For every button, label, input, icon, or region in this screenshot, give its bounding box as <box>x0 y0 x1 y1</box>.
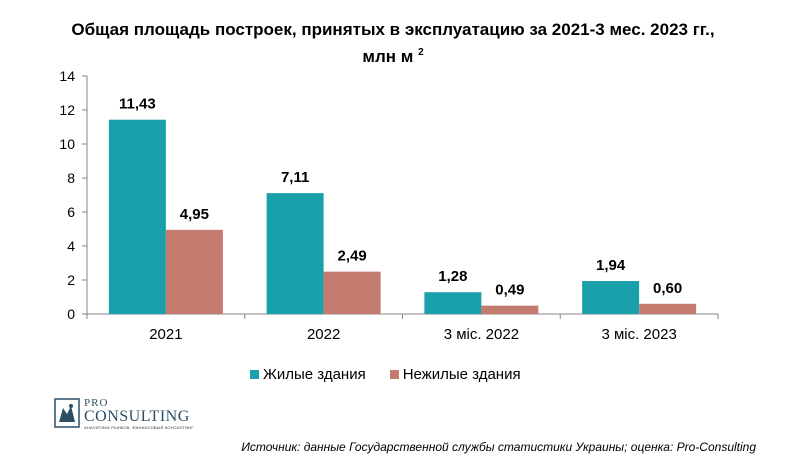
bar-nonresidential <box>323 271 381 314</box>
logo-text: PRO CONSULTING АНАЛИТИКА РЫНКОВ. ФИНАНСО… <box>84 398 194 431</box>
chart-title-unit: млн м <box>362 47 414 66</box>
legend-item-nonresidential: Нежилые здания <box>389 365 521 383</box>
data-label-nonresidential: 0,60 <box>653 280 682 297</box>
y-tick-label: 14 <box>59 68 75 84</box>
data-label-nonresidential: 2,49 <box>338 248 367 265</box>
bar-residential <box>108 119 166 314</box>
source-note: Источник: данные Государственной службы … <box>241 440 756 454</box>
data-label-nonresidential: 4,95 <box>180 206 209 223</box>
chart-title: Общая площадь построек, принятых в экспл… <box>0 18 786 68</box>
legend: Жилые здания Нежилые здания <box>250 364 545 384</box>
y-tick-label: 12 <box>59 102 75 118</box>
logo-emblem-icon <box>54 398 80 428</box>
y-tick-label: 2 <box>67 272 75 288</box>
logo-consulting: CONSULTING <box>84 408 190 425</box>
bar-residential <box>266 193 324 314</box>
data-label-nonresidential: 0,49 <box>495 282 524 299</box>
data-label-residential: 1,94 <box>596 257 626 274</box>
chart-title-line1: Общая площадь построек, принятых в экспл… <box>71 20 715 39</box>
y-tick-label: 10 <box>59 136 75 152</box>
data-label-residential: 1,28 <box>438 268 467 285</box>
x-category-label: 2021 <box>149 326 182 343</box>
logo-tagline: АНАЛИТИКА РЫНКОВ. ФИНАНСОВЫЙ КОНСАЛТИНГ <box>84 425 194 430</box>
x-category-label: 3 міс. 2023 <box>601 326 676 343</box>
y-tick-label: 8 <box>67 170 75 186</box>
chart-title-line2: млн м 2 <box>0 41 786 68</box>
x-category-label: 3 міс. 2022 <box>444 326 519 343</box>
chart-title-sup: 2 <box>418 47 424 58</box>
y-tick-label: 6 <box>67 204 75 220</box>
data-label-residential: 11,43 <box>119 96 156 113</box>
pro-consulting-logo: PRO CONSULTING АНАЛИТИКА РЫНКОВ. ФИНАНСО… <box>54 398 214 432</box>
legend-swatch-residential <box>250 369 259 379</box>
y-tick-label: 0 <box>67 306 75 322</box>
x-category-label: 2022 <box>307 326 340 343</box>
logo-pro: PRO <box>84 397 109 409</box>
legend-item-residential: Жилые здания <box>250 366 366 383</box>
y-tick-label: 4 <box>67 238 75 254</box>
legend-swatch-nonresidential <box>389 369 399 379</box>
legend-label-nonresidential: Нежилые здания <box>402 365 521 383</box>
data-label-residential: 7,11 <box>281 169 309 186</box>
bar-residential <box>424 292 482 314</box>
bar-nonresidential <box>481 305 539 314</box>
legend-label-residential: Жилые здания <box>263 365 366 383</box>
bar-nonresidential <box>639 303 697 314</box>
bar-residential <box>582 281 640 314</box>
bar-nonresidential <box>165 229 223 314</box>
